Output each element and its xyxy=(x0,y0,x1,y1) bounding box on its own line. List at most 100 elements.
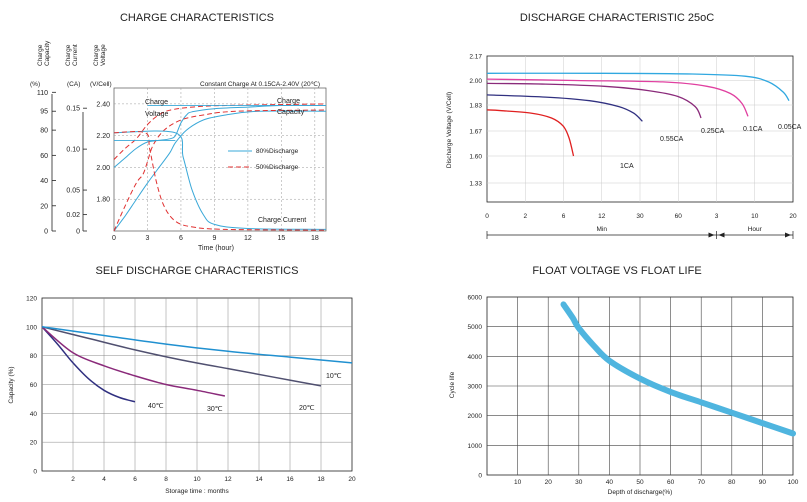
series-line-current xyxy=(113,130,327,230)
axis-header: ChargeCurrent xyxy=(65,44,79,66)
axis-unit: (CA) xyxy=(67,81,80,88)
y-axis-label: Discharge Voltage (V/Cell) xyxy=(446,92,453,168)
y-tick-label: 1.33 xyxy=(469,181,482,188)
axis-header: ChargeCapacity xyxy=(37,40,51,66)
axis-header-part: Voltage xyxy=(100,44,107,66)
y-tick-label: 5000 xyxy=(468,324,483,331)
x-tick-label: 14 xyxy=(255,476,263,483)
y-tick-label: 120 xyxy=(26,296,37,303)
x-axis-label: Time (hour) xyxy=(198,245,234,252)
current-tick-label: 0.02 xyxy=(66,212,80,219)
x-tick-label: 60 xyxy=(675,213,683,220)
x-tick-label: 18 xyxy=(317,476,325,483)
x-tick-label: 3 xyxy=(715,213,719,220)
axis-header-part: Current xyxy=(72,44,79,66)
y-tick-label: 40 xyxy=(30,411,38,418)
x-tick-label: 12 xyxy=(244,235,252,242)
capacity-tick-label: 0 xyxy=(44,229,48,236)
x-tick-label: 30 xyxy=(575,479,583,486)
capacity-tick-label: 20 xyxy=(40,203,48,210)
voltage-tick-label: 2.20 xyxy=(96,133,110,140)
y-tick-label: 3000 xyxy=(468,384,483,391)
x-tick-label: 12 xyxy=(224,476,232,483)
y-tick-label: 60 xyxy=(30,382,38,389)
y-tick-label: 20 xyxy=(30,440,38,447)
series-line xyxy=(41,326,322,387)
y-tick-label: 100 xyxy=(26,324,37,331)
y-tick-label: 1.67 xyxy=(469,129,482,136)
axis-unit: (%) xyxy=(30,81,40,88)
series-line xyxy=(486,94,643,122)
axis-header-part: Capacity xyxy=(44,40,51,66)
x-tick-label: 20 xyxy=(348,476,356,483)
series-label: 0.05CA xyxy=(778,124,802,131)
voltage-tick-label: 2.00 xyxy=(96,165,110,172)
y-tick-label: 1000 xyxy=(468,443,483,450)
voltage-label: Charge xyxy=(145,99,168,106)
x-tick-label: 50 xyxy=(636,479,644,486)
axis-header-part: Charge xyxy=(93,44,100,66)
axis-unit: (V/Cell) xyxy=(90,81,112,88)
axis-header-part: Charge xyxy=(37,44,44,66)
y-axis-label: Cycle life xyxy=(449,371,456,398)
series-line-voltage xyxy=(113,104,327,168)
x-tick-label: 6 xyxy=(179,235,183,242)
x-axis-label: Storage time : months xyxy=(165,488,229,495)
x-tick-label: 90 xyxy=(759,479,767,486)
range-arrow xyxy=(785,232,791,238)
legend-entry: 80%Discharge xyxy=(256,148,299,155)
x-tick-label: 60 xyxy=(667,479,675,486)
series-label: 40℃ xyxy=(148,403,164,410)
x-tick-label: 18 xyxy=(311,235,319,242)
capacity-tick-label: 110 xyxy=(37,90,48,97)
series-line-capacity xyxy=(113,109,327,232)
x-tick-label: 12 xyxy=(598,213,606,220)
float-life-chart: FLOAT VOLTAGE VS FLOAT LIFE 6000 5000 4000… xyxy=(449,265,799,496)
hour-label: Hour xyxy=(748,226,763,233)
x-axis-label: Depth of discharge(%) xyxy=(608,489,673,496)
series-label: 0.55CA xyxy=(660,136,684,143)
capacity-tick-label: 95 xyxy=(40,109,48,116)
x-tick-label: 10 xyxy=(514,479,522,486)
x-tick-label: 6 xyxy=(562,213,566,220)
y-axis-label: Capacity (%) xyxy=(8,366,15,403)
axis-header-part: Charge xyxy=(65,44,72,66)
current-label: Charge Current xyxy=(258,217,306,224)
y-tick-label: 2000 xyxy=(468,413,483,420)
series-label: 10℃ xyxy=(326,373,342,380)
x-tick-label: 2 xyxy=(71,476,75,483)
series-line xyxy=(41,326,136,403)
y-tick-label: 2.17 xyxy=(469,54,482,61)
series-line xyxy=(486,72,790,102)
chart-title: FLOAT VOLTAGE VS FLOAT LIFE xyxy=(532,265,701,277)
series-label: 0.1CA xyxy=(743,126,763,133)
y-tick-label: 80 xyxy=(30,353,38,360)
x-tick-label: 15 xyxy=(277,235,285,242)
charge-characteristics-chart: CHARGE CHARACTERISTICS ChargeCapacity Cha… xyxy=(30,12,327,252)
series-line xyxy=(486,109,575,157)
capacity-tick-label: 80 xyxy=(40,128,48,135)
capacity-tick-label: 40 xyxy=(40,178,48,185)
y-tick-label: 4000 xyxy=(468,354,483,361)
x-tick-label: 0 xyxy=(112,235,116,242)
chart-note: Constant Charge At 0.15CA-2.40V (20℃) xyxy=(200,81,320,88)
series-line xyxy=(486,82,702,119)
y-tick-label: 6000 xyxy=(468,295,483,302)
x-tick-label: 16 xyxy=(286,476,294,483)
chart-title: SELF DISCHARGE CHARACTERISTICS xyxy=(96,265,299,277)
x-tick-label: 40 xyxy=(606,479,614,486)
y-tick-label: 2.00 xyxy=(469,78,482,85)
legend-entry: 50%Discharge xyxy=(256,164,299,171)
x-tick-label: 20 xyxy=(545,479,553,486)
x-tick-label: 0 xyxy=(485,213,489,220)
current-tick-label: 0 xyxy=(76,229,80,236)
x-tick-label: 20 xyxy=(789,213,797,220)
series-label: 0.25CA xyxy=(701,128,725,135)
series-line xyxy=(486,78,749,117)
discharge-characteristic-chart: DISCHARGE CHARACTERISTIC 25oC 2.17 2.00 1.… xyxy=(446,12,802,239)
voltage-tick-label: 2.40 xyxy=(96,101,110,108)
x-tick-label: 8 xyxy=(164,476,168,483)
range-arrow xyxy=(718,232,725,238)
current-tick-label: 0.15 xyxy=(66,106,80,113)
